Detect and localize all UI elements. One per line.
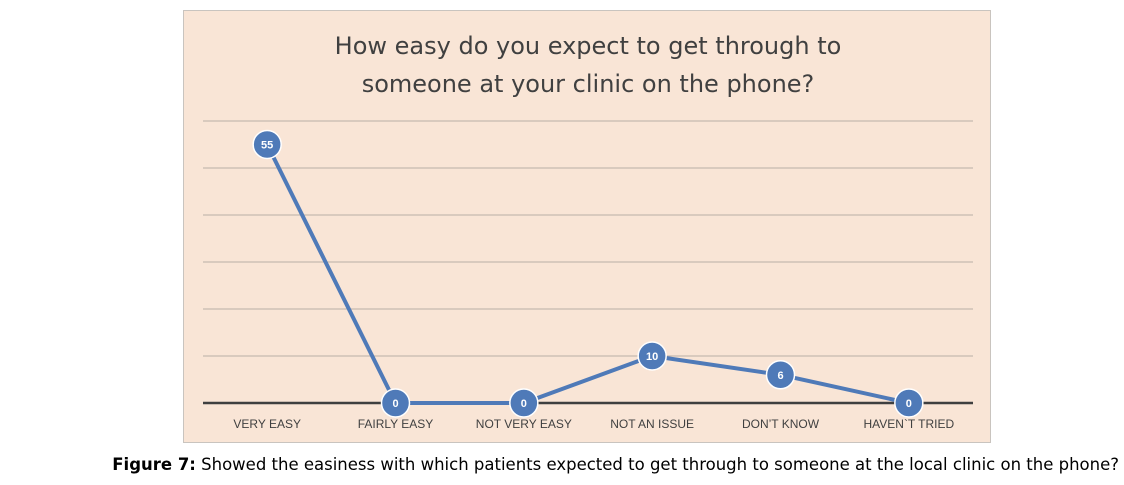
x-tick-label: VERY EASY (233, 417, 301, 431)
series-line (265, 142, 911, 405)
chart-frame: How easy do you expect to get through to… (183, 10, 991, 443)
data-label: 10 (646, 351, 658, 363)
figure-caption: Figure 7: Showed the easiness with which… (0, 455, 1124, 474)
data-points: 55 0 0 10 6 0 (252, 129, 924, 418)
data-point (765, 360, 796, 390)
x-tick-labels: VERY EASY FAIRLY EASY NOT VERY EASY NOT AN … (233, 417, 954, 431)
data-label: 0 (906, 398, 912, 410)
chart-title: How easy do you expect to get through to… (184, 27, 992, 103)
gridlines (203, 120, 973, 357)
data-point (509, 388, 539, 418)
x-tick-label: NOT AN ISSUE (610, 417, 694, 431)
data-point (380, 388, 411, 418)
data-point (252, 129, 282, 160)
x-tick-label: NOT VERY EASY (476, 417, 572, 431)
data-label: 55 (261, 140, 273, 152)
x-tick-label: FAIRLY EASY (358, 417, 434, 431)
data-label: 6 (777, 370, 783, 382)
figure-caption-text: Showed the easiness with which patients … (195, 455, 1119, 474)
data-label: 0 (521, 398, 527, 410)
data-point (637, 341, 667, 371)
data-point (894, 388, 924, 418)
x-tick-label: DON’T KNOW (742, 417, 820, 431)
figure-label: Figure 7: (112, 455, 196, 474)
line-chart: 55 0 0 10 6 0 VERY EASY FAIRLY EASY NOT VERY EA… (203, 120, 973, 431)
chart-title-line-1: How easy do you expect to get through to (334, 32, 842, 60)
x-tick-label: HAVEN`T TRIED (863, 417, 954, 431)
chart-title-line-2: someone at your clinic on the phone? (361, 70, 815, 98)
series-polyline (265, 142, 911, 405)
data-label: 0 (392, 398, 398, 410)
